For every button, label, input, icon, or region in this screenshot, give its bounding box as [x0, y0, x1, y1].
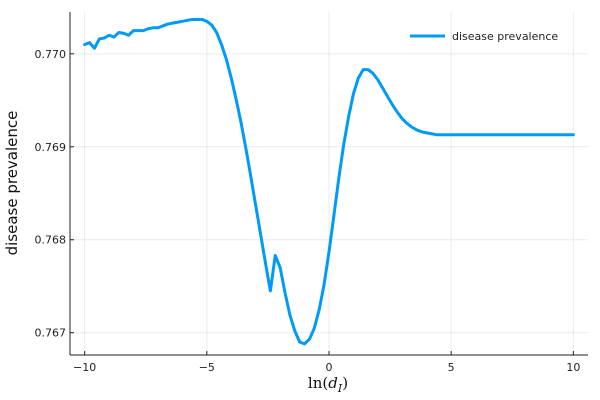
y-tick-label: 0.770	[35, 48, 67, 61]
y-axis-title: disease prevalence	[3, 111, 21, 256]
series-line-disease-prevalence	[83, 17, 575, 346]
x-axis-title-text: ln(dI)	[308, 374, 348, 395]
x-tick-label: 0	[326, 361, 333, 374]
grid-lines	[70, 12, 588, 355]
tick-labels: −10 −5 0 5 10 0.767 0.768 0.769 0.770	[35, 48, 581, 374]
legend-label: disease prevalence	[452, 30, 558, 43]
series-layer	[83, 17, 575, 346]
y-tick-label: 0.769	[35, 141, 67, 154]
x-tick-label: 10	[566, 361, 580, 374]
x-axis-title: ln(dI)	[308, 374, 348, 395]
x-tick-label: −10	[73, 361, 96, 374]
x-tick-label: 5	[448, 361, 455, 374]
tick-marks	[70, 53, 574, 355]
y-tick-label: 0.767	[35, 327, 67, 340]
y-tick-label: 0.768	[35, 234, 67, 247]
legend: disease prevalence	[410, 30, 558, 43]
x-tick-label: −5	[199, 361, 215, 374]
